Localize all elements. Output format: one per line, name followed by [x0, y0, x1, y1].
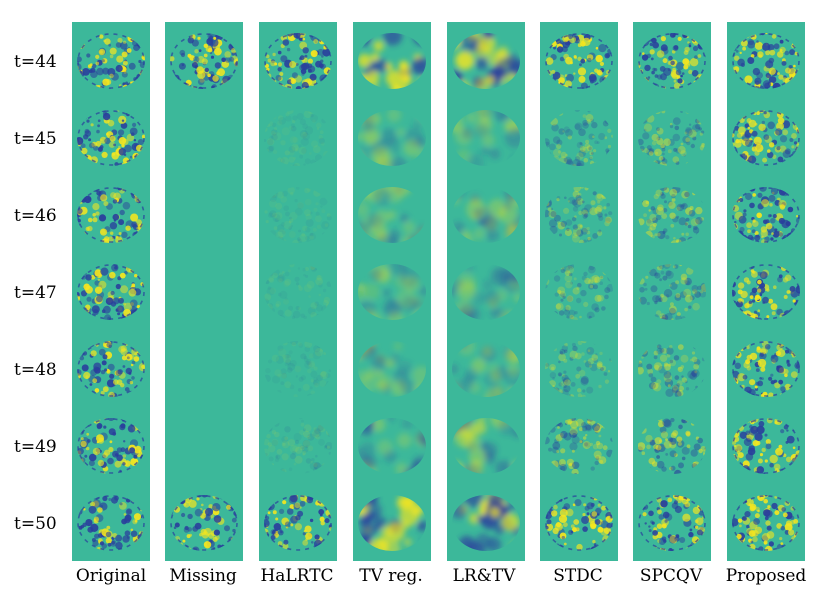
slice-stdc-t50: [540, 484, 618, 561]
slice-spcqv-t46: [633, 176, 711, 253]
image-column-stdc: [540, 22, 618, 561]
slice-stdc-t47: [540, 253, 618, 330]
column-label-lr-tv: LR&TV: [452, 566, 516, 586]
slice-stdc-t44: [540, 22, 618, 99]
slice-stdc-t49: [540, 407, 618, 484]
slice-tv-reg-t49: [353, 407, 431, 484]
column-label-missing: Missing: [169, 566, 237, 586]
slice-stdc-t48: [540, 330, 618, 407]
slice-missing-t49: [165, 407, 243, 484]
slice-stdc-t46: [540, 176, 618, 253]
slice-spcqv-t48: [633, 330, 711, 407]
image-column-halrtc: [259, 22, 337, 561]
slice-original-t49: [72, 407, 150, 484]
image-column-tv-reg: [353, 22, 431, 561]
image-column-spcqv: [633, 22, 711, 561]
slice-proposed-t48: [727, 330, 805, 407]
slice-tv-reg-t44: [353, 22, 431, 99]
slice-spcqv-t49: [633, 407, 711, 484]
column-label-spcqv: SPCQV: [639, 566, 703, 586]
image-column-proposed: [727, 22, 805, 561]
slice-halrtc-t48: [259, 330, 337, 407]
slice-missing-t44: [165, 22, 243, 99]
slice-spcqv-t45: [633, 99, 711, 176]
slice-stdc-t45: [540, 99, 618, 176]
slice-tv-reg-t47: [353, 253, 431, 330]
slice-proposed-t45: [727, 99, 805, 176]
slice-lr-tv-t46: [447, 176, 525, 253]
row-label-t50: t=50: [14, 514, 57, 534]
slice-spcqv-t47: [633, 253, 711, 330]
slice-original-t47: [72, 253, 150, 330]
row-label-t48: t=48: [14, 360, 57, 380]
row-label-t44: t=44: [14, 52, 57, 72]
slice-original-t48: [72, 330, 150, 407]
slice-missing-t48: [165, 330, 243, 407]
slice-lr-tv-t45: [447, 99, 525, 176]
row-label-t45: t=45: [14, 129, 57, 149]
slice-missing-t47: [165, 253, 243, 330]
slice-tv-reg-t50: [353, 484, 431, 561]
slice-lr-tv-t50: [447, 484, 525, 561]
slice-halrtc-t49: [259, 407, 337, 484]
slice-halrtc-t45: [259, 99, 337, 176]
slice-spcqv-t44: [633, 22, 711, 99]
slice-original-t45: [72, 99, 150, 176]
slice-proposed-t47: [727, 253, 805, 330]
slice-lr-tv-t49: [447, 407, 525, 484]
slice-tv-reg-t45: [353, 99, 431, 176]
slice-halrtc-t44: [259, 22, 337, 99]
slice-proposed-t46: [727, 176, 805, 253]
slice-proposed-t44: [727, 22, 805, 99]
slice-missing-t46: [165, 176, 243, 253]
slice-lr-tv-t44: [447, 22, 525, 99]
slice-missing-t50: [165, 484, 243, 561]
column-label-original: Original: [75, 566, 147, 586]
column-label-tv-reg: TV reg.: [359, 566, 423, 586]
slice-spcqv-t50: [633, 484, 711, 561]
slice-proposed-t49: [727, 407, 805, 484]
slice-lr-tv-t47: [447, 253, 525, 330]
slice-original-t44: [72, 22, 150, 99]
slice-halrtc-t46: [259, 176, 337, 253]
image-column-lr-tv: [447, 22, 525, 561]
slice-lr-tv-t48: [447, 330, 525, 407]
slice-proposed-t50: [727, 484, 805, 561]
column-label-stdc: STDC: [553, 566, 603, 586]
slice-original-t50: [72, 484, 150, 561]
image-column-original: [72, 22, 150, 561]
row-label-t49: t=49: [14, 437, 57, 457]
slice-halrtc-t47: [259, 253, 337, 330]
row-label-t46: t=46: [14, 206, 57, 226]
slice-halrtc-t50: [259, 484, 337, 561]
slice-tv-reg-t46: [353, 176, 431, 253]
row-label-t47: t=47: [14, 283, 57, 303]
column-label-proposed: Proposed: [725, 566, 807, 586]
slice-missing-t45: [165, 99, 243, 176]
image-column-missing: [165, 22, 243, 561]
slice-original-t46: [72, 176, 150, 253]
slice-tv-reg-t48: [353, 330, 431, 407]
column-label-halrtc: HaLRTC: [260, 566, 334, 586]
